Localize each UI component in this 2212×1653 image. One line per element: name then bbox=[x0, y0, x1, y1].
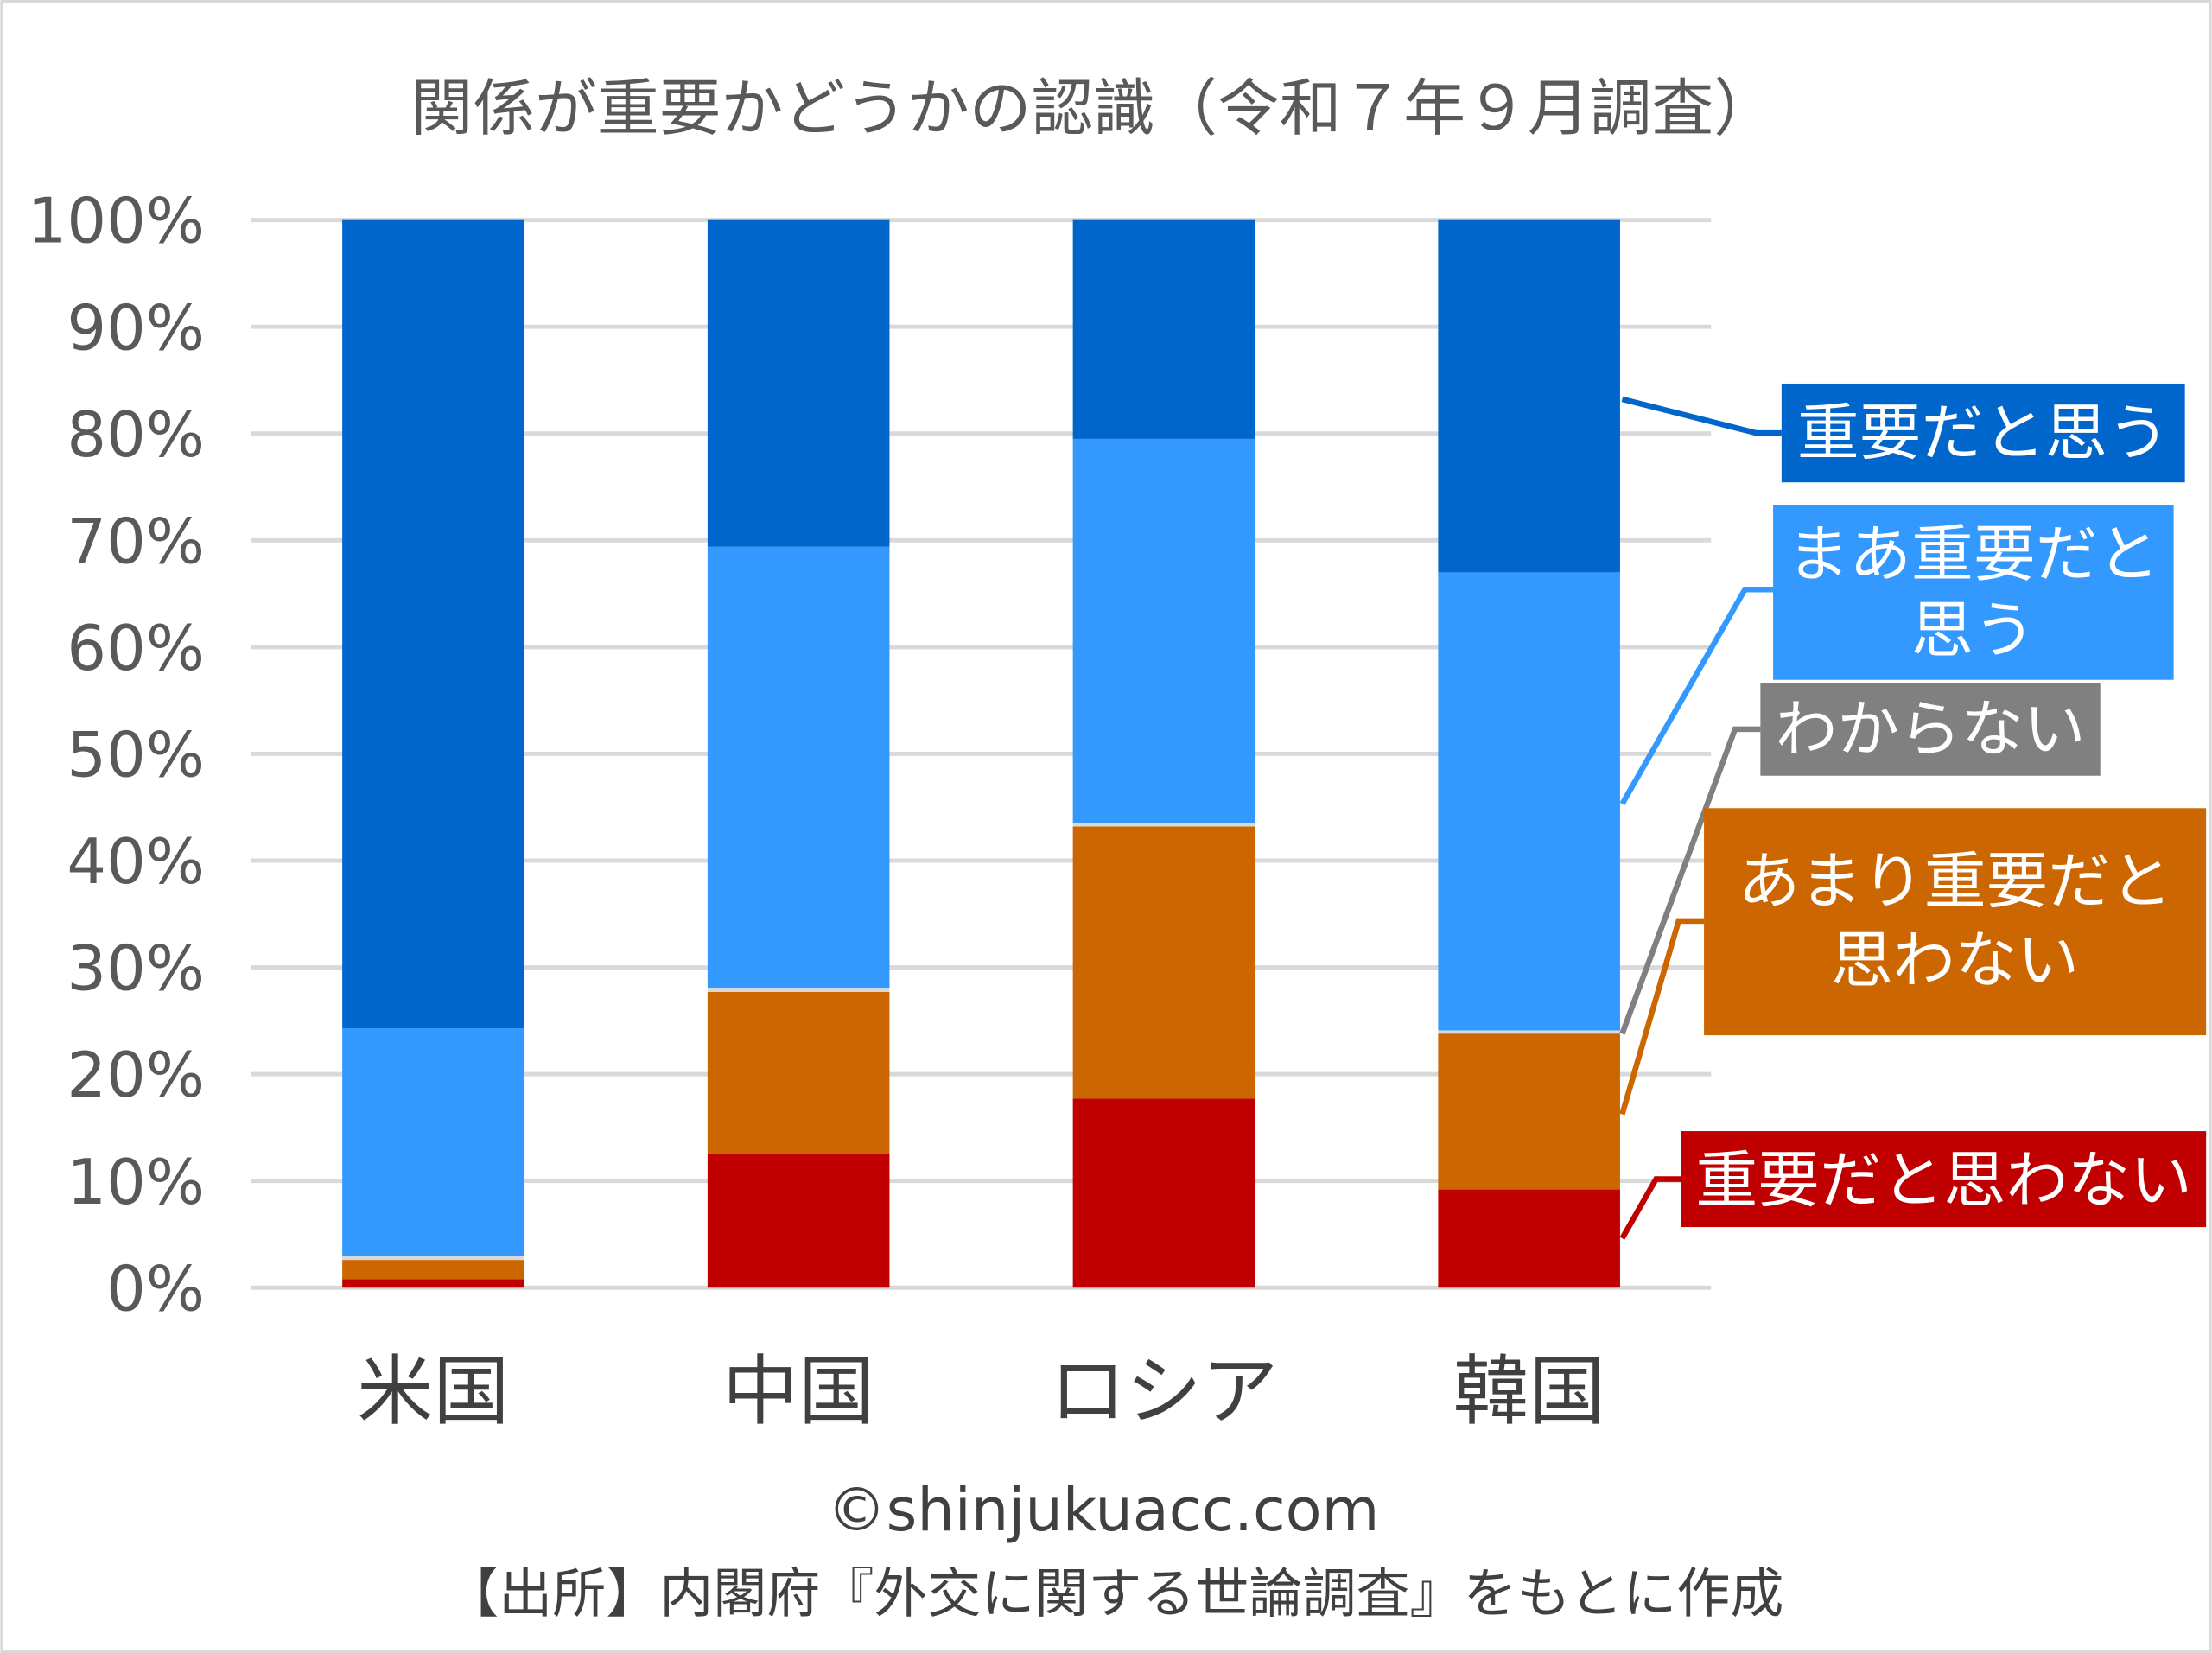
y-tick-label: 40% bbox=[67, 825, 205, 898]
legend-leader-line bbox=[1621, 396, 1782, 436]
bar-segment bbox=[342, 1260, 524, 1280]
bar-segment bbox=[1438, 1189, 1620, 1288]
bar-segment bbox=[707, 988, 890, 992]
bar-segment bbox=[1072, 823, 1255, 827]
bar-segment bbox=[1072, 1098, 1255, 1288]
chart-title: 関係が重要かどうかの認識（令和７年９月調査） bbox=[411, 72, 1777, 144]
bar-segment bbox=[707, 991, 890, 1154]
x-tick-label: 米国 bbox=[357, 1346, 509, 1435]
y-tick-label: 60% bbox=[67, 612, 205, 684]
legend-box bbox=[1760, 683, 2101, 776]
bar-segment bbox=[1072, 826, 1255, 1099]
y-tick-label: 50% bbox=[67, 719, 205, 792]
y-tick-label: 70% bbox=[67, 505, 205, 577]
y-tick-label: 10% bbox=[67, 1146, 205, 1218]
bar-segment bbox=[1438, 219, 1620, 573]
legend-box bbox=[1773, 505, 2174, 680]
legend-label: まあ重要だと bbox=[1787, 518, 2159, 590]
bar-segment bbox=[1438, 572, 1620, 1031]
y-tick-label: 100% bbox=[28, 185, 205, 257]
legend-box bbox=[1681, 1131, 2207, 1228]
x-tick-label: ロシア bbox=[1050, 1346, 1278, 1435]
legend-label: 重要だと思わない bbox=[1695, 1144, 2191, 1217]
legend-box bbox=[1704, 808, 2207, 1036]
x-tick-label: 中国 bbox=[722, 1346, 874, 1435]
bar-segment bbox=[707, 546, 890, 989]
bar-segment bbox=[707, 219, 890, 547]
legend-label: あまり重要だと bbox=[1738, 845, 2172, 918]
y-tick-label: 30% bbox=[67, 932, 205, 1005]
bar-segment bbox=[1072, 219, 1255, 439]
legend-leader-line bbox=[1619, 587, 1774, 806]
y-tick-label: 80% bbox=[67, 398, 205, 471]
bar-segment bbox=[1072, 438, 1255, 823]
legend-box bbox=[1781, 383, 2185, 483]
bar-segment bbox=[342, 219, 524, 1028]
source-text: 【出所】内閣府『外交に関する世論調査』をもとに作成 bbox=[445, 1562, 1783, 1625]
bar-segment bbox=[707, 1154, 890, 1288]
bar-segment bbox=[342, 1279, 524, 1288]
legend-leader-line bbox=[1619, 1176, 1681, 1240]
y-tick-label: 0% bbox=[106, 1252, 205, 1325]
x-tick-label: 韓国 bbox=[1453, 1346, 1605, 1435]
bar-segment bbox=[1438, 1033, 1620, 1190]
legend-leader-line bbox=[1619, 918, 1705, 1116]
legend-label: 重要だと思う bbox=[1797, 397, 2170, 469]
legend-label: 思う bbox=[1911, 594, 2036, 666]
legend-label: わからない bbox=[1776, 692, 2086, 765]
legend-leader-line bbox=[1619, 726, 1761, 1035]
bar-segment bbox=[342, 1256, 524, 1261]
bar-segment bbox=[1438, 1030, 1620, 1034]
y-tick-label: 90% bbox=[67, 291, 205, 364]
copyright-text: ©shinjukuacc.com bbox=[827, 1476, 1379, 1545]
legend-label: 思わない bbox=[1831, 924, 2079, 996]
bar-segment bbox=[342, 1027, 524, 1256]
y-tick-label: 20% bbox=[67, 1039, 205, 1111]
